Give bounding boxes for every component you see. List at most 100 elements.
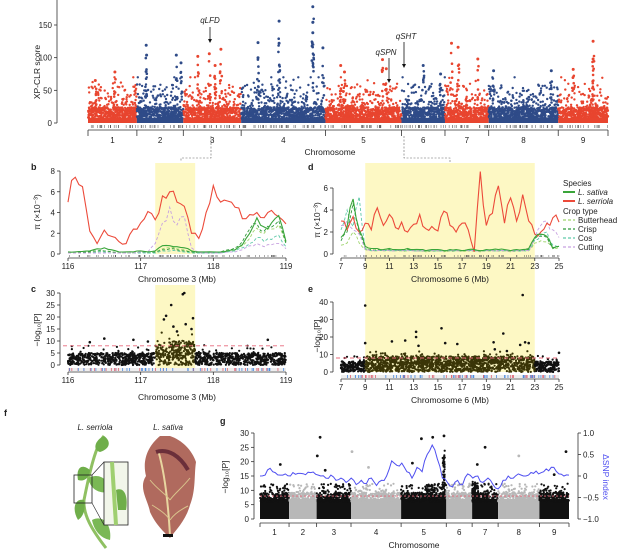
xpclr-point	[539, 89, 543, 93]
xpclr-point	[176, 103, 179, 106]
xpclr-point	[499, 113, 502, 117]
xpclr-point	[154, 99, 158, 102]
xpclr-point	[218, 100, 221, 104]
xpclr-point	[288, 110, 292, 113]
xpclr-point	[293, 100, 297, 103]
xpclr-point	[188, 106, 192, 109]
xpclr-point	[182, 110, 185, 113]
xpclr-point	[205, 109, 208, 112]
xpclr-point	[333, 115, 336, 118]
xpclr-point	[395, 107, 398, 111]
xpclr-point	[348, 110, 351, 113]
xpclr-point	[377, 106, 380, 109]
xpclr-point	[175, 85, 178, 89]
xpclr-point	[315, 85, 318, 88]
xpclr-point	[336, 111, 339, 114]
xpclr-point	[566, 100, 569, 103]
xpclr-point	[171, 87, 175, 90]
xpclr-point	[110, 101, 114, 104]
xpclr-point	[144, 104, 148, 108]
xpclr-point	[241, 113, 245, 116]
xpclr-point	[170, 111, 173, 114]
xpclr-point	[260, 101, 263, 104]
xpclr-point	[222, 96, 225, 100]
xpclr-point	[369, 108, 372, 111]
panel-a-y-axis-tick-label: 50	[43, 86, 52, 95]
xpclr-point	[600, 94, 603, 97]
xpclr-point	[339, 76, 343, 79]
xpclr-point	[240, 90, 244, 94]
xpclr-baseline-band	[183, 117, 242, 123]
xpclr-point	[506, 111, 510, 115]
xpclr-point	[374, 108, 377, 111]
xpclr-point	[106, 106, 109, 109]
xpclr-point	[325, 108, 328, 112]
xpclr-point	[293, 107, 296, 111]
xpclr-point	[459, 105, 462, 108]
xpclr-point	[251, 99, 254, 102]
xpclr-point	[184, 110, 187, 114]
xpclr-point	[564, 104, 568, 107]
panel-a-y-axis-tick-label: 150	[39, 21, 53, 30]
xpclr-point	[428, 100, 431, 104]
xpclr-point	[90, 101, 93, 104]
xpclr-point	[429, 112, 432, 116]
xpclr-point	[303, 103, 306, 106]
xpclr-point	[209, 105, 212, 108]
xpclr-point	[563, 97, 566, 100]
xpclr-point	[335, 107, 338, 111]
xpclr-point	[170, 90, 173, 94]
xpclr-point	[278, 115, 281, 118]
xpclr-point	[117, 106, 120, 109]
xpclr-point	[204, 86, 207, 90]
xpclr-point	[302, 112, 306, 115]
xpclr-point	[480, 106, 484, 109]
xpclr-point	[353, 103, 357, 106]
xpclr-point	[136, 92, 140, 96]
xpclr-point	[519, 106, 523, 109]
xpclr-point	[247, 107, 250, 110]
xpclr-point	[330, 93, 333, 96]
xpclr-point	[189, 76, 192, 79]
xpclr-point	[132, 76, 135, 79]
xpclr-point	[142, 92, 145, 95]
xpclr-point	[513, 106, 516, 109]
xpclr-point	[398, 99, 402, 103]
xpclr-point	[569, 114, 572, 117]
xpclr-point	[164, 104, 167, 107]
xpclr-point	[205, 104, 209, 107]
xpclr-point	[401, 76, 404, 79]
xpclr-point	[404, 115, 407, 118]
xpclr-point	[523, 108, 526, 112]
xpclr-point	[336, 97, 339, 100]
xpclr-point	[195, 104, 199, 107]
xpclr-point	[406, 82, 410, 86]
xpclr-point	[439, 104, 442, 108]
xpclr-point	[606, 102, 609, 105]
xpclr-point	[261, 83, 264, 86]
xpclr-point	[164, 97, 168, 101]
xpclr-point	[136, 105, 139, 108]
xpclr-point	[535, 102, 538, 105]
xpclr-point	[567, 93, 571, 97]
xpclr-point	[193, 98, 196, 102]
xpclr-point	[244, 102, 247, 105]
xpclr-point	[534, 95, 537, 98]
xpclr-point	[355, 95, 358, 99]
xpclr-point	[393, 87, 397, 90]
xpclr-point	[557, 98, 561, 101]
xpclr-point	[225, 95, 228, 98]
xpclr-point	[253, 91, 256, 94]
chromosome-label: 4	[281, 136, 286, 145]
xpclr-point	[241, 95, 245, 99]
xpclr-point	[401, 110, 405, 113]
xpclr-point	[272, 87, 276, 91]
xpclr-point	[264, 114, 267, 117]
xpclr-point	[572, 110, 575, 113]
xpclr-point	[275, 107, 279, 110]
xpclr-point	[205, 113, 209, 116]
xpclr-point	[574, 109, 577, 112]
xpclr-point	[295, 89, 298, 92]
